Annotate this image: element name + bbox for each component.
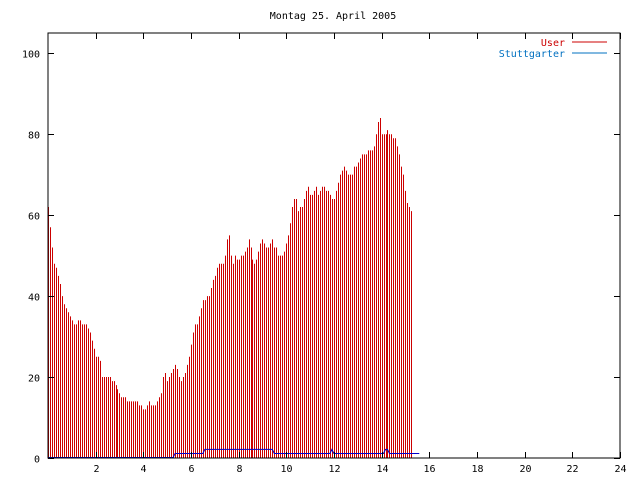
x-tick-label: 16 xyxy=(423,464,435,475)
x-tick-label: 8 xyxy=(236,464,242,475)
user-bars xyxy=(48,118,412,458)
y-tick-label: 20 xyxy=(28,374,40,385)
y-tick-label: 60 xyxy=(28,212,40,223)
x-tick-label: 12 xyxy=(328,464,340,475)
x-tick-label: 2 xyxy=(93,464,99,475)
x-tick-label: 6 xyxy=(188,464,194,475)
y-axis: 0 20 40 60 80 100 xyxy=(22,50,620,466)
x-axis: 2 4 6 8 10 12 14 16 18 20 22 24 xyxy=(93,33,627,475)
x-tick-label: 14 xyxy=(376,464,388,475)
x-tick-label: 18 xyxy=(471,464,483,475)
y-tick-label: 40 xyxy=(28,293,40,304)
y-tick-label: 0 xyxy=(34,455,40,466)
y-tick-label: 80 xyxy=(28,131,40,142)
legend: User Stuttgarter xyxy=(499,38,607,60)
chart-title: Montag 25. April 2005 xyxy=(270,11,396,22)
x-tick-label: 22 xyxy=(566,464,578,475)
x-tick-label: 24 xyxy=(614,464,626,475)
x-tick-label: 10 xyxy=(280,464,292,475)
legend-label-user: User xyxy=(541,38,565,49)
x-tick-label: 20 xyxy=(519,464,531,475)
y-tick-label: 100 xyxy=(22,50,40,61)
legend-label-stuttgarter: Stuttgarter xyxy=(499,49,565,60)
x-tick-label: 4 xyxy=(140,464,146,475)
